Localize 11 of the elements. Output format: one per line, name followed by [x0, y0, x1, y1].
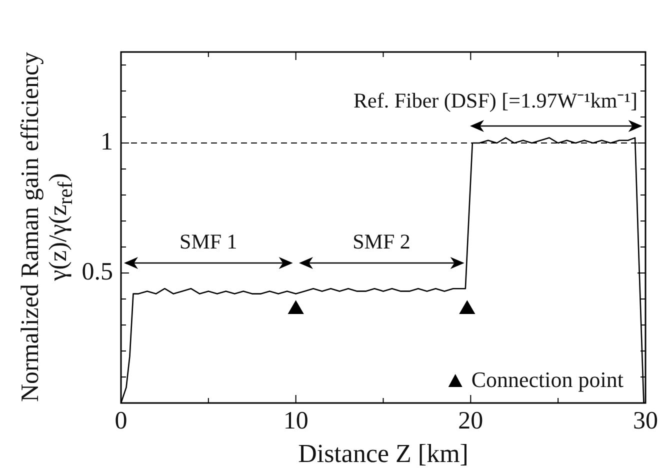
x-tick-label: 20: [458, 408, 484, 435]
x-tick-label: 10: [283, 408, 308, 435]
y-tick-label: 0.5: [82, 258, 113, 286]
legend-label: Connection point: [471, 366, 624, 392]
x-tick-label: 0: [114, 408, 128, 435]
annotation: SMF 2: [352, 230, 410, 254]
annotation: SMF 1: [180, 230, 238, 254]
x-tick-label: 30: [633, 408, 658, 435]
x-axis-title: Distance Z [km]: [298, 439, 468, 468]
annotation: Ref. Fiber (DSF) [=1.97W⁻¹km⁻¹]: [354, 88, 638, 113]
y-tick-label: 1: [100, 128, 113, 156]
